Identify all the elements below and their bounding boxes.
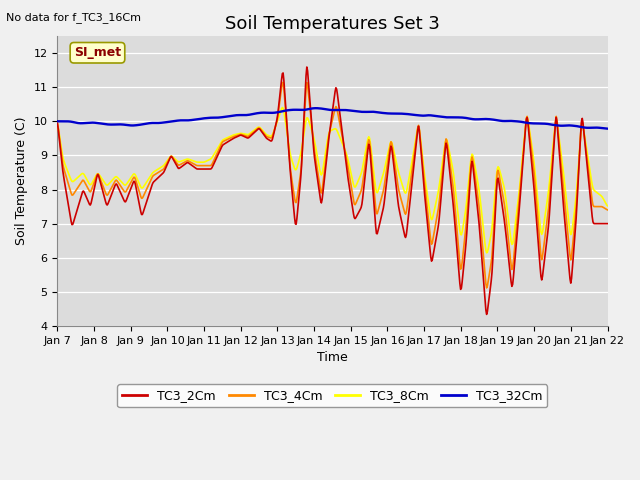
Title: Soil Temperatures Set 3: Soil Temperatures Set 3 [225,15,440,33]
Text: No data for f_TC3_16Cm: No data for f_TC3_16Cm [6,12,141,23]
Legend: TC3_2Cm, TC3_4Cm, TC3_8Cm, TC3_32Cm: TC3_2Cm, TC3_4Cm, TC3_8Cm, TC3_32Cm [118,384,547,408]
X-axis label: Time: Time [317,351,348,364]
Text: SI_met: SI_met [74,46,121,59]
Y-axis label: Soil Temperature (C): Soil Temperature (C) [15,117,28,245]
